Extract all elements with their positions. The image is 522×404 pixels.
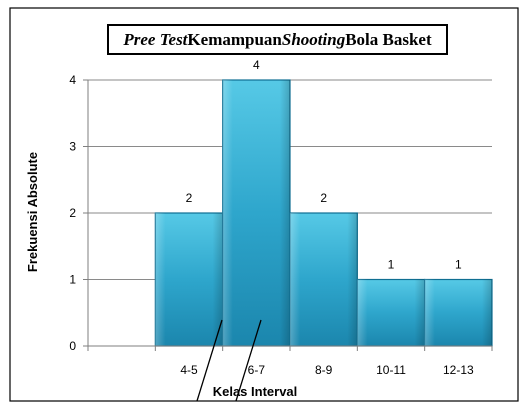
chart-title-part-1: Pree Test bbox=[123, 29, 188, 49]
axes bbox=[83, 79, 493, 351]
chart-frame bbox=[9, 7, 519, 402]
data-label: 2 bbox=[186, 191, 193, 205]
bar-sheen bbox=[222, 80, 290, 346]
data-label: 1 bbox=[455, 258, 462, 272]
y-tick-label: 3 bbox=[69, 140, 76, 154]
annotation-line-1 bbox=[196, 319, 223, 402]
chart-title-part-4: Bola Basket bbox=[345, 29, 432, 49]
y-tick-label: 1 bbox=[69, 273, 76, 287]
x-axis-label: Kelas Interval bbox=[213, 384, 298, 399]
data-label: 2 bbox=[320, 191, 327, 205]
data-label: 4 bbox=[253, 58, 260, 72]
labels: 0 1 2 3 4 2 4-5 4 6-7 2 8-9 1 10-11 1 12-13 bbox=[69, 58, 474, 377]
x-tick-label: 6-7 bbox=[248, 363, 266, 377]
bar-sheen bbox=[155, 213, 223, 346]
chart-title: Pree Test Kemampuan Shooting Bola Basket bbox=[107, 24, 448, 55]
bar-sheen bbox=[357, 279, 425, 346]
annotation-lines bbox=[196, 319, 262, 402]
chart-title-part-2: Kemampuan bbox=[187, 29, 282, 49]
x-tick-label: 10-11 bbox=[376, 363, 406, 377]
x-tick-label: 4-5 bbox=[180, 363, 198, 377]
x-tick-label: 8-9 bbox=[315, 363, 333, 377]
bar-sheen bbox=[424, 279, 492, 346]
y-tick-label: 2 bbox=[69, 206, 76, 220]
data-label: 1 bbox=[388, 258, 395, 272]
chart-title-part-3: Shooting bbox=[281, 29, 346, 49]
y-axis-label: Frekuensi Absolute bbox=[25, 152, 40, 272]
y-tick-label: 0 bbox=[69, 339, 76, 353]
y-tick-label: 4 bbox=[69, 73, 76, 87]
x-tick-label: 12-13 bbox=[443, 363, 474, 377]
bar-sheen bbox=[290, 213, 358, 346]
annotation-line-2 bbox=[235, 319, 262, 402]
bars bbox=[154, 79, 493, 347]
